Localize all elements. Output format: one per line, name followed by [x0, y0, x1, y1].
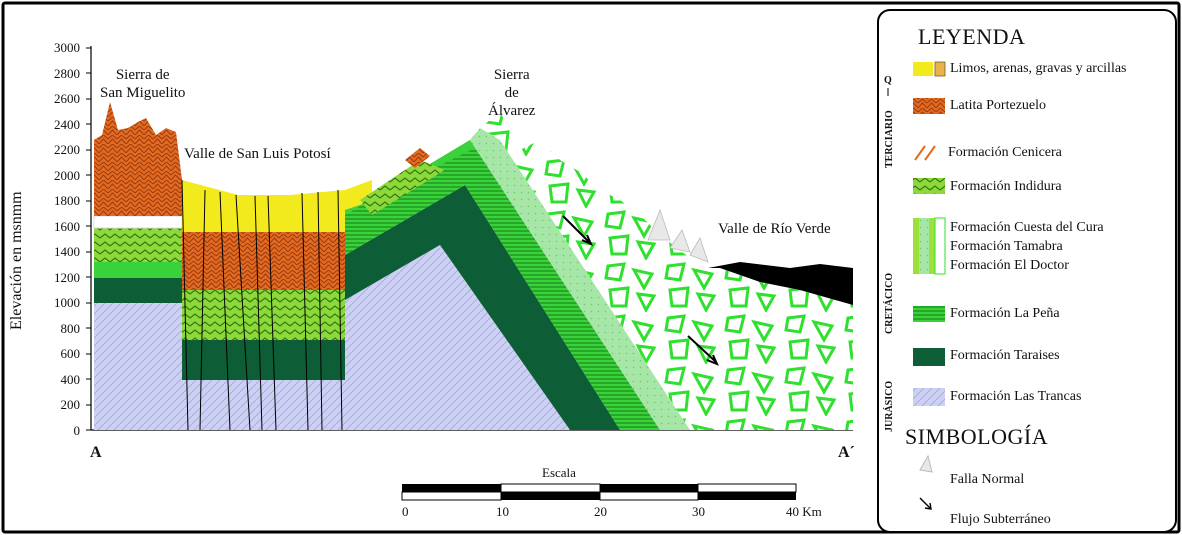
layer-la-pena-west	[94, 262, 182, 278]
layer-latita-valle	[182, 232, 345, 290]
fault-symbols	[647, 208, 709, 263]
legend-item-la-pena: Formación La Peña	[950, 306, 1060, 321]
era-jurasico: JURÁSICO	[884, 380, 895, 432]
legend-item-tamabra: Formación Tamabra	[950, 239, 1063, 254]
y-tick-label: 3000	[54, 40, 80, 55]
flow-arrows	[562, 215, 719, 366]
legend-title: LEYENDA	[918, 24, 1026, 49]
era-terciario: TERCIARIO	[884, 110, 895, 168]
legend-item-latita: Latita Portezuelo	[950, 98, 1047, 113]
layer-el-doctor	[480, 112, 853, 430]
y-tick-label: 400	[60, 371, 81, 387]
layer-alluvium-valle	[182, 180, 372, 232]
label-valle-slp: Valle de San Luis Potosí	[184, 146, 331, 162]
y-tick-label: 2200	[54, 142, 80, 157]
y-tick-label: 1000	[54, 295, 80, 310]
section-end-label: A´	[838, 444, 855, 461]
y-tick-label: 2800	[54, 65, 80, 81]
layer-taraises-west	[94, 278, 182, 303]
layer-las-trancas-valle	[182, 380, 345, 430]
legend-item-limos: Limos, arenas, gravas y arcillas	[950, 61, 1127, 76]
y-tick-label: 0	[73, 422, 81, 438]
legend-swatches	[887, 61, 946, 510]
layer-taraises-valle	[182, 340, 345, 380]
legend-item-indidura: Formación Indidura	[950, 179, 1062, 194]
scale-bar	[401, 483, 797, 501]
scale-label-40: 40 Km	[786, 504, 822, 519]
symbol-falla-normal-label: Falla Normal	[950, 472, 1025, 487]
layer-indidura-east	[360, 160, 445, 215]
label-valle-rio-verde: Valle de Río Verde	[718, 221, 831, 237]
y-tick-label: 2000	[54, 167, 80, 183]
symbology-title: SIMBOLOGÍA	[905, 424, 1049, 449]
layer-indidura-valle	[182, 290, 345, 340]
y-tick-label: 600	[60, 346, 81, 361]
y-tick-label: 2600	[54, 91, 80, 106]
layer-las-trancas-west	[94, 303, 182, 430]
scale-label-0: 0	[402, 504, 409, 519]
layer-las-trancas-anticline	[345, 245, 570, 430]
scale-title: Escala	[542, 465, 576, 480]
era-cretacico: CRETÁCICO	[884, 272, 895, 334]
y-tick-label: 200	[60, 397, 81, 412]
legend-box	[877, 9, 1177, 533]
legend-item-cuesta-del-cura: Formación Cuesta del Cura	[950, 220, 1104, 235]
layer-cenicera-west	[93, 215, 183, 229]
section-start-label: A	[90, 444, 102, 461]
y-tick-label: 2400	[54, 116, 80, 132]
y-tick-label: 800	[60, 320, 81, 336]
legend-item-cenicera: Formación Cenicera	[948, 145, 1062, 160]
y-tick-label: 1400	[54, 244, 80, 259]
y-tick-label: 1800	[54, 193, 80, 208]
label-sierra-san-miguelito: Sierra de San Miguelito	[100, 67, 186, 101]
legend-item-el-doctor: Formación El Doctor	[950, 258, 1069, 273]
graben-faults	[181, 179, 343, 431]
symbol-flujo-subterraneo-label: Flujo Subterráneo	[950, 512, 1051, 527]
layer-indidura-west	[94, 228, 182, 262]
legend-item-taraises: Formación Taraises	[950, 348, 1060, 363]
y-axis-title: Elevación en msnmm	[8, 191, 25, 330]
layer-tamabra	[470, 128, 690, 430]
scale-label-20: 20	[594, 504, 607, 519]
layer-taraises-anticline	[345, 185, 620, 430]
layer-latita-east	[405, 148, 430, 168]
y-tick-label: 1600	[54, 218, 80, 234]
legend-item-las-trancas: Formación Las Trancas	[950, 389, 1082, 404]
label-sierra-alvarez: Sierra de Álvarez	[488, 67, 536, 119]
scale-label-10: 10	[496, 504, 509, 519]
layer-latita-sierra-san-miguelito	[94, 102, 182, 216]
scale-label-30: 30	[692, 504, 705, 519]
layer-la-pena-anticline	[345, 140, 660, 430]
layer-rio-verde-fill	[708, 262, 853, 305]
y-tick-label: 1200	[54, 269, 80, 285]
era-q: Q	[884, 75, 892, 86]
